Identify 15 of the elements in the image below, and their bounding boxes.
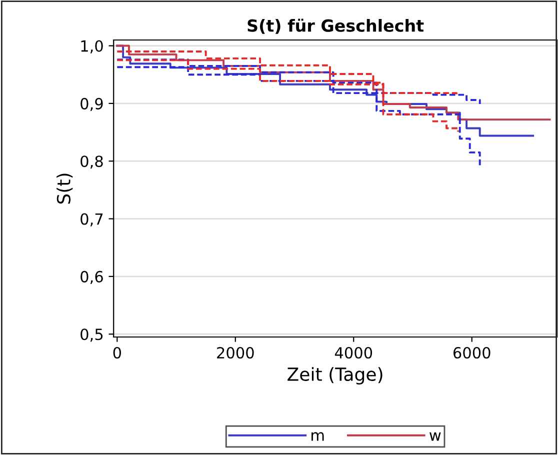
y-tick-label: 0,6 (80, 270, 103, 284)
y-axis-title: S(t) (56, 174, 73, 204)
x-axis-title: Zeit (Tage) (288, 367, 382, 385)
y-tick-label: 0,5 (80, 328, 103, 342)
chart-title: S(t) für Geschlecht (248, 18, 424, 34)
y-tick-label: 0,7 (80, 213, 103, 226)
x-tick-label: 0 (113, 346, 121, 359)
y-tick-label: 1,0 (81, 40, 103, 54)
x-tick-label: 2000 (217, 346, 254, 359)
legend-label: w (430, 432, 441, 441)
x-tick-label: 4000 (334, 346, 372, 359)
y-tick-label: 0,8 (80, 156, 103, 169)
y-tick-label: 0,9 (80, 98, 103, 112)
x-tick-label: 6000 (453, 346, 490, 359)
legend-label: m (312, 432, 324, 441)
